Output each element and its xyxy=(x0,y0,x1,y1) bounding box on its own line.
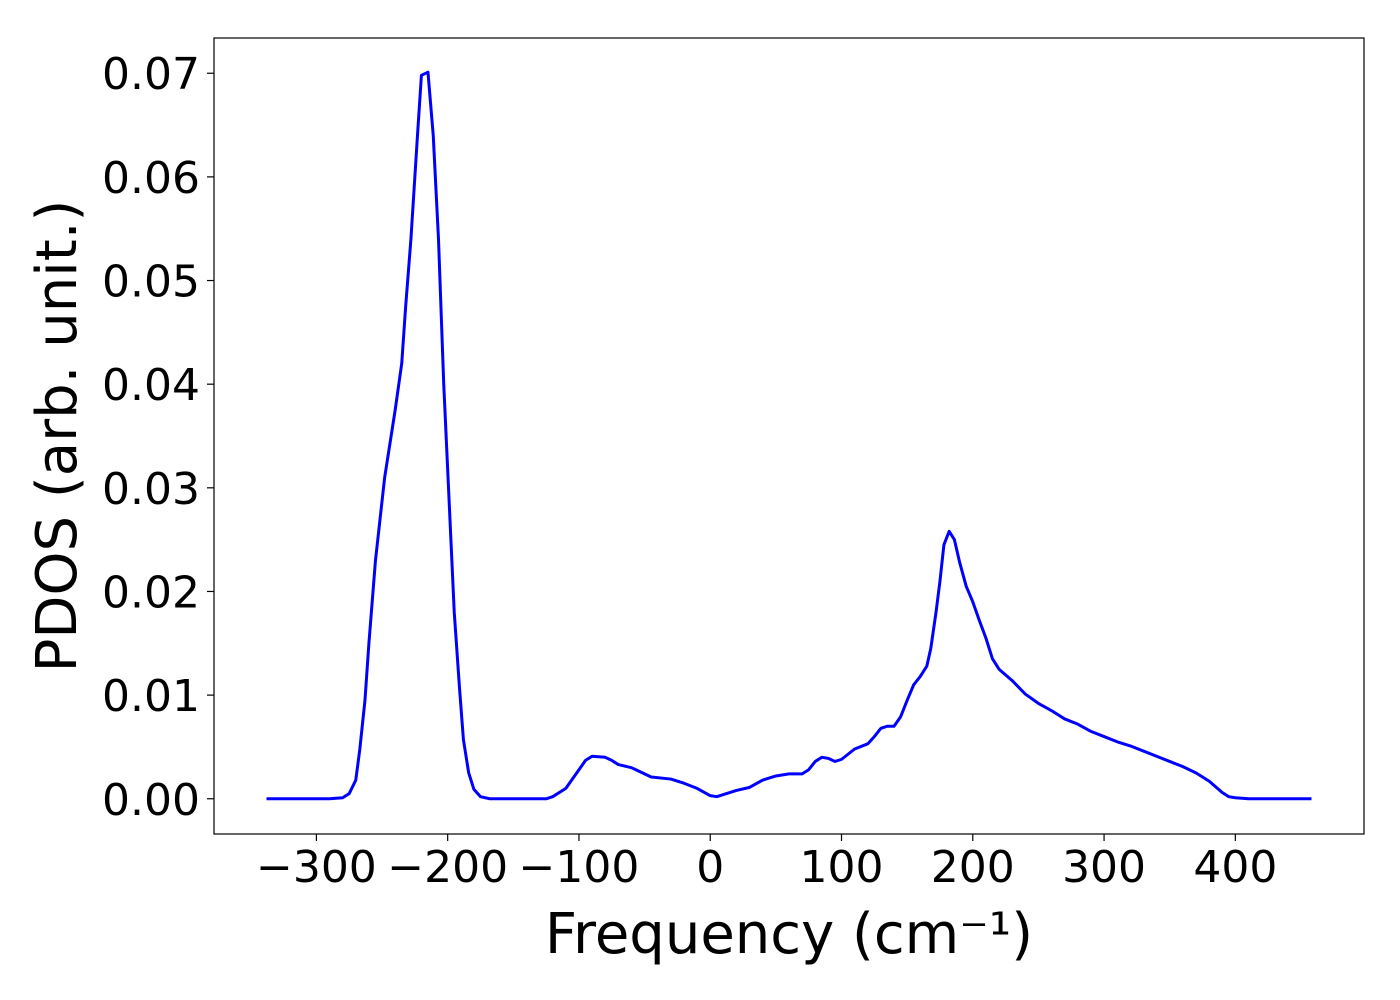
y-tick-label: 0.00 xyxy=(102,775,200,826)
y-tick-label: 0.01 xyxy=(102,671,200,722)
y-tick-label: 0.06 xyxy=(102,153,200,204)
x-tick-label: 0 xyxy=(696,842,724,893)
data-line xyxy=(266,70,1312,801)
plot-frame xyxy=(213,37,1365,835)
y-tick-label: 0.05 xyxy=(102,257,200,308)
x-tick-label: 400 xyxy=(1193,842,1277,893)
x-tick-label: −200 xyxy=(387,842,508,893)
y-tick-label: 0.02 xyxy=(102,567,200,618)
x-tick-label: −300 xyxy=(256,842,377,893)
x-tick-label: 100 xyxy=(800,842,884,893)
x-tick-label: 300 xyxy=(1062,842,1146,893)
x-axis-label: Frequency (cm⁻¹) xyxy=(545,902,1033,967)
y-tick-label: 0.07 xyxy=(102,49,200,100)
y-axis-label: PDOS (arb. unit.) xyxy=(25,200,90,673)
x-tick-label: 200 xyxy=(931,842,1015,893)
y-tick-label: 0.03 xyxy=(102,464,200,515)
y-tick-label: 0.04 xyxy=(102,360,200,411)
x-tick-label: −100 xyxy=(519,842,640,893)
